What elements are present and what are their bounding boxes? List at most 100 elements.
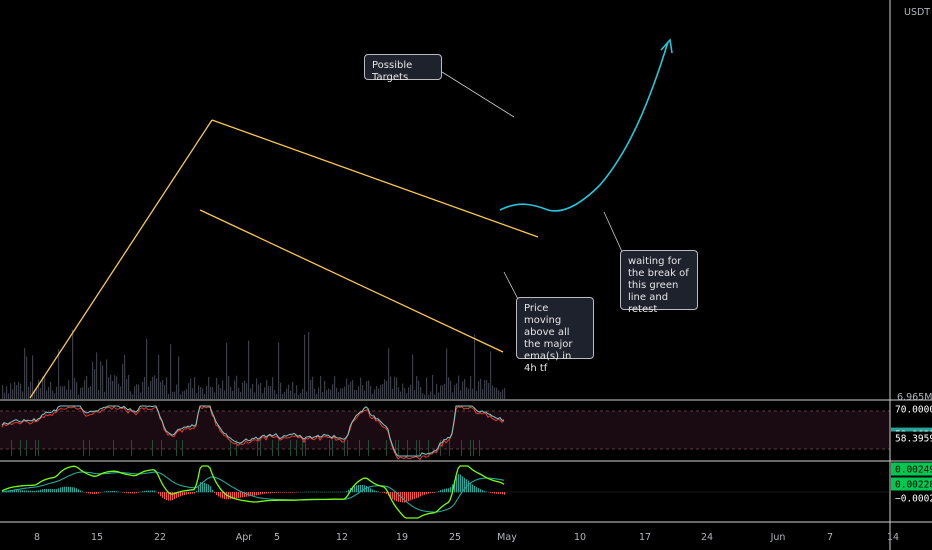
macd-histogram-bar <box>254 492 256 496</box>
ind1-bar <box>131 440 132 456</box>
volume-bar <box>468 388 470 399</box>
volume-bar <box>232 390 234 399</box>
macd-histogram-bar <box>162 492 164 498</box>
volume-bar <box>262 393 264 399</box>
volume-bar <box>216 377 218 399</box>
macd-histogram-bar <box>244 492 246 498</box>
ind1-bar <box>113 440 114 456</box>
volume-bar <box>112 380 114 399</box>
volume-bar <box>446 348 448 399</box>
macd-histogram-bar <box>118 491 120 493</box>
macd-histogram-bar <box>368 486 370 493</box>
price-tag-label: 70.00000 <box>895 405 932 416</box>
time-axis[interactable]: 8 15 22 Apr 5 12 19 25 May 10 17 24 Jun 7 14 <box>34 532 899 543</box>
volume-bar <box>22 391 24 399</box>
macd-histogram-bar <box>192 492 194 494</box>
ind1-bar <box>152 440 153 456</box>
volume-bar <box>272 377 274 399</box>
ind1-bar <box>440 440 441 456</box>
volume-bar <box>190 378 192 399</box>
volume-bar <box>100 361 102 399</box>
macd-histogram-bar <box>202 481 204 493</box>
volume-bar <box>108 377 110 399</box>
macd-histogram-bar <box>130 492 132 494</box>
macd-histogram-bar <box>268 492 270 494</box>
volume-bar <box>240 391 242 399</box>
volume-bar <box>14 381 16 399</box>
ind1-bar <box>344 440 345 456</box>
macd-histogram-bar <box>174 492 176 500</box>
volume-bar <box>498 390 500 399</box>
volume-bar <box>180 394 182 399</box>
volume-bar <box>152 376 154 399</box>
ind1-bar <box>332 440 333 456</box>
volume-bar <box>488 383 490 399</box>
macd-histogram-bar <box>122 492 124 493</box>
volume-bar <box>56 386 58 399</box>
volume-bar <box>370 385 372 399</box>
time-tick-label: 24 <box>701 532 713 543</box>
volume-bar <box>336 387 338 399</box>
volume-bar <box>40 387 42 399</box>
price-tag <box>891 491 932 505</box>
volume-bar <box>470 376 472 399</box>
macd-histogram-bar <box>440 490 442 493</box>
volume-bar <box>430 391 432 399</box>
volume-bar <box>380 385 382 399</box>
price-tag-label: 0.00228 <box>895 480 932 491</box>
macd-histogram-bar <box>290 492 292 493</box>
macd-histogram-bar <box>412 492 414 500</box>
macd-histogram-bar <box>438 491 440 493</box>
volume-bar <box>324 380 326 399</box>
macd-histogram-bar <box>448 488 450 493</box>
macd-histogram-bar <box>74 487 76 493</box>
price-moving-note[interactable]: Price moving above all the major ema(s) … <box>516 297 594 374</box>
possible-targets-note[interactable]: Possible Targets <box>364 54 442 83</box>
volume-bar <box>264 387 266 399</box>
volume-bar <box>388 348 390 399</box>
volume-bar <box>406 393 408 399</box>
macd-line <box>1 465 505 519</box>
macd-histogram-bar <box>500 492 502 494</box>
macd-histogram-bar <box>200 482 202 493</box>
volume-bar <box>218 384 220 399</box>
volume-bar <box>42 376 44 399</box>
volume-bar <box>450 380 452 399</box>
volume-bar <box>448 377 450 399</box>
volume-bar <box>462 381 464 399</box>
volume-bar <box>28 386 30 399</box>
volume-bar <box>320 376 322 399</box>
volume-bar <box>282 393 284 399</box>
price-tag <box>891 462 932 476</box>
macd-histogram-bar <box>144 490 146 493</box>
volume-bar <box>478 380 480 399</box>
volume-bar <box>290 390 292 399</box>
waiting-note[interactable]: waiting for the break of this green line… <box>620 250 698 315</box>
macd-histogram-bar <box>108 491 110 493</box>
macd-histogram-bar <box>376 491 378 493</box>
macd-histogram-bar <box>14 490 16 493</box>
ind1-bar <box>38 440 39 456</box>
macd-histogram-bar <box>82 491 84 493</box>
volume-bar <box>92 361 94 399</box>
volume-bar <box>420 387 422 399</box>
macd-histogram-bar <box>430 492 432 494</box>
ind1-bar <box>89 440 90 456</box>
price-axis[interactable]: USDT0.130000.110000.090000.080000.060000… <box>889 0 932 550</box>
time-tick-label: Jun <box>770 532 786 543</box>
macd-histogram-bar <box>292 492 294 493</box>
channel-upper-line <box>211 119 539 238</box>
volume-bar <box>342 388 344 399</box>
macd-histogram-bar <box>188 492 190 495</box>
volume-bar <box>236 375 238 399</box>
volume-bar <box>210 386 212 399</box>
channel-lower-line <box>199 209 504 353</box>
macd-histogram-bar <box>10 490 12 493</box>
ind1-bar <box>26 440 27 456</box>
macd-histogram-bar <box>28 490 30 493</box>
volume-bar <box>394 376 396 399</box>
volume-bar <box>168 393 170 399</box>
volume-bar <box>196 393 198 399</box>
volume-bar <box>344 386 346 399</box>
